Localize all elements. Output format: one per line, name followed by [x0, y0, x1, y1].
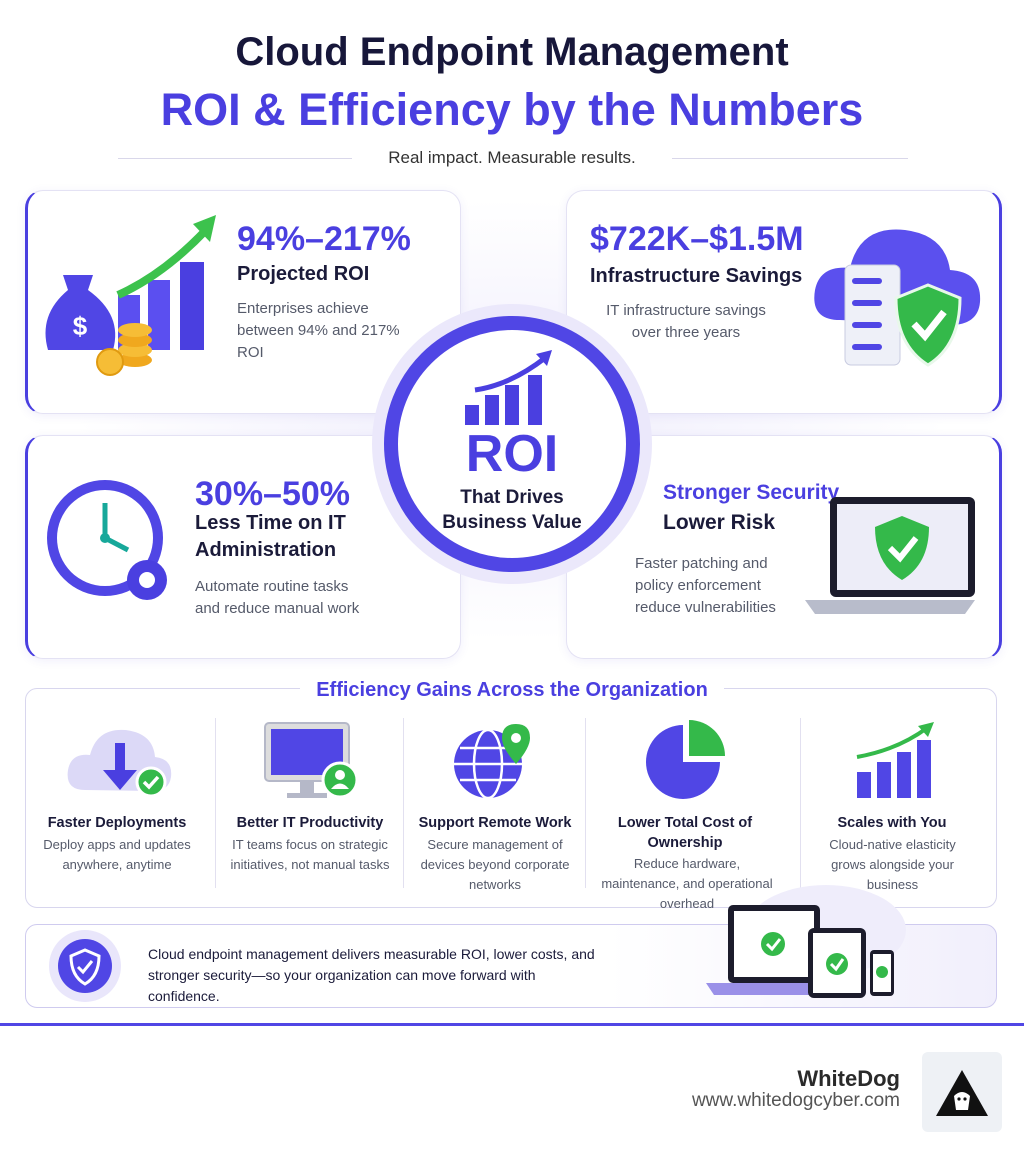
item-description: Secure management of devices beyond corp…	[420, 837, 570, 892]
globe-icon	[454, 724, 530, 800]
logo	[922, 1052, 1002, 1132]
card-description: Automate routine tasks and reduce manual…	[195, 578, 360, 617]
item-description: Reduce hardware, maintenance, and operat…	[601, 856, 773, 911]
title: Cloud Endpoint Management	[235, 30, 789, 74]
footer-url: www.whitedogcyber.com	[691, 1090, 900, 1111]
item-description: IT teams focus on strategic initiatives,…	[230, 837, 390, 872]
item-title: Support Remote Work	[418, 815, 572, 831]
card-stat: Stronger Security	[663, 481, 840, 504]
center-ring	[384, 316, 640, 572]
clock-icon	[47, 480, 167, 600]
monitor-icon	[264, 722, 359, 799]
banner-text: Cloud endpoint management delivers measu…	[148, 946, 595, 1004]
tagline: Real impact. Measurable results.	[352, 148, 672, 168]
pie-icon	[646, 720, 725, 799]
svg-text:$: $	[73, 311, 88, 341]
item-title: Scales with You	[837, 815, 947, 831]
center-label: ROI	[465, 425, 559, 483]
item-description: Deploy apps and updates anywhere, anytim…	[43, 837, 191, 872]
subtitle: ROI & Efficiency by the Numbers	[160, 84, 864, 135]
item-title: Better IT Productivity	[236, 815, 384, 831]
shield-icon	[49, 930, 121, 1002]
scale-icon	[856, 722, 934, 798]
deploy-icon	[67, 729, 172, 798]
card-title: Infrastructure Savings	[590, 265, 803, 287]
card-title: Projected ROI	[237, 263, 370, 285]
roi-icon: $	[45, 215, 216, 376]
cloud-server-icon	[814, 229, 981, 367]
card-title: Lower Risk	[663, 511, 776, 534]
item-description: Cloud-native elasticity grows alongside …	[829, 837, 956, 892]
efficiency-title: Efficiency Gains Across the Organization	[300, 679, 724, 702]
separator	[800, 718, 801, 888]
item-title: Faster Deployments	[47, 815, 187, 831]
separator	[585, 718, 586, 888]
card-stat: $722K–$1.5M	[590, 220, 804, 258]
footer-brand: WhiteDog	[797, 1066, 900, 1091]
laptop-icon	[805, 497, 975, 614]
separator	[215, 718, 216, 888]
devices-icon	[706, 885, 906, 998]
card-description: Enterprises achieve between 94% and 217%…	[237, 300, 400, 361]
card-description: Faster patching and policy enforcement r…	[635, 555, 776, 616]
separator	[403, 718, 404, 888]
card-title: Less Time on IT Administration	[195, 512, 346, 561]
footer-rule	[0, 1023, 1024, 1026]
item-title: Lower Total Cost of Ownership	[617, 815, 753, 851]
card-description: IT infrastructure savings over three yea…	[606, 302, 766, 341]
card-stat: 30%–50%	[195, 475, 351, 513]
growth-icon	[465, 350, 552, 425]
center-caption: That Drives Business Value	[442, 487, 582, 533]
card-stat: 94%–217%	[237, 220, 411, 258]
